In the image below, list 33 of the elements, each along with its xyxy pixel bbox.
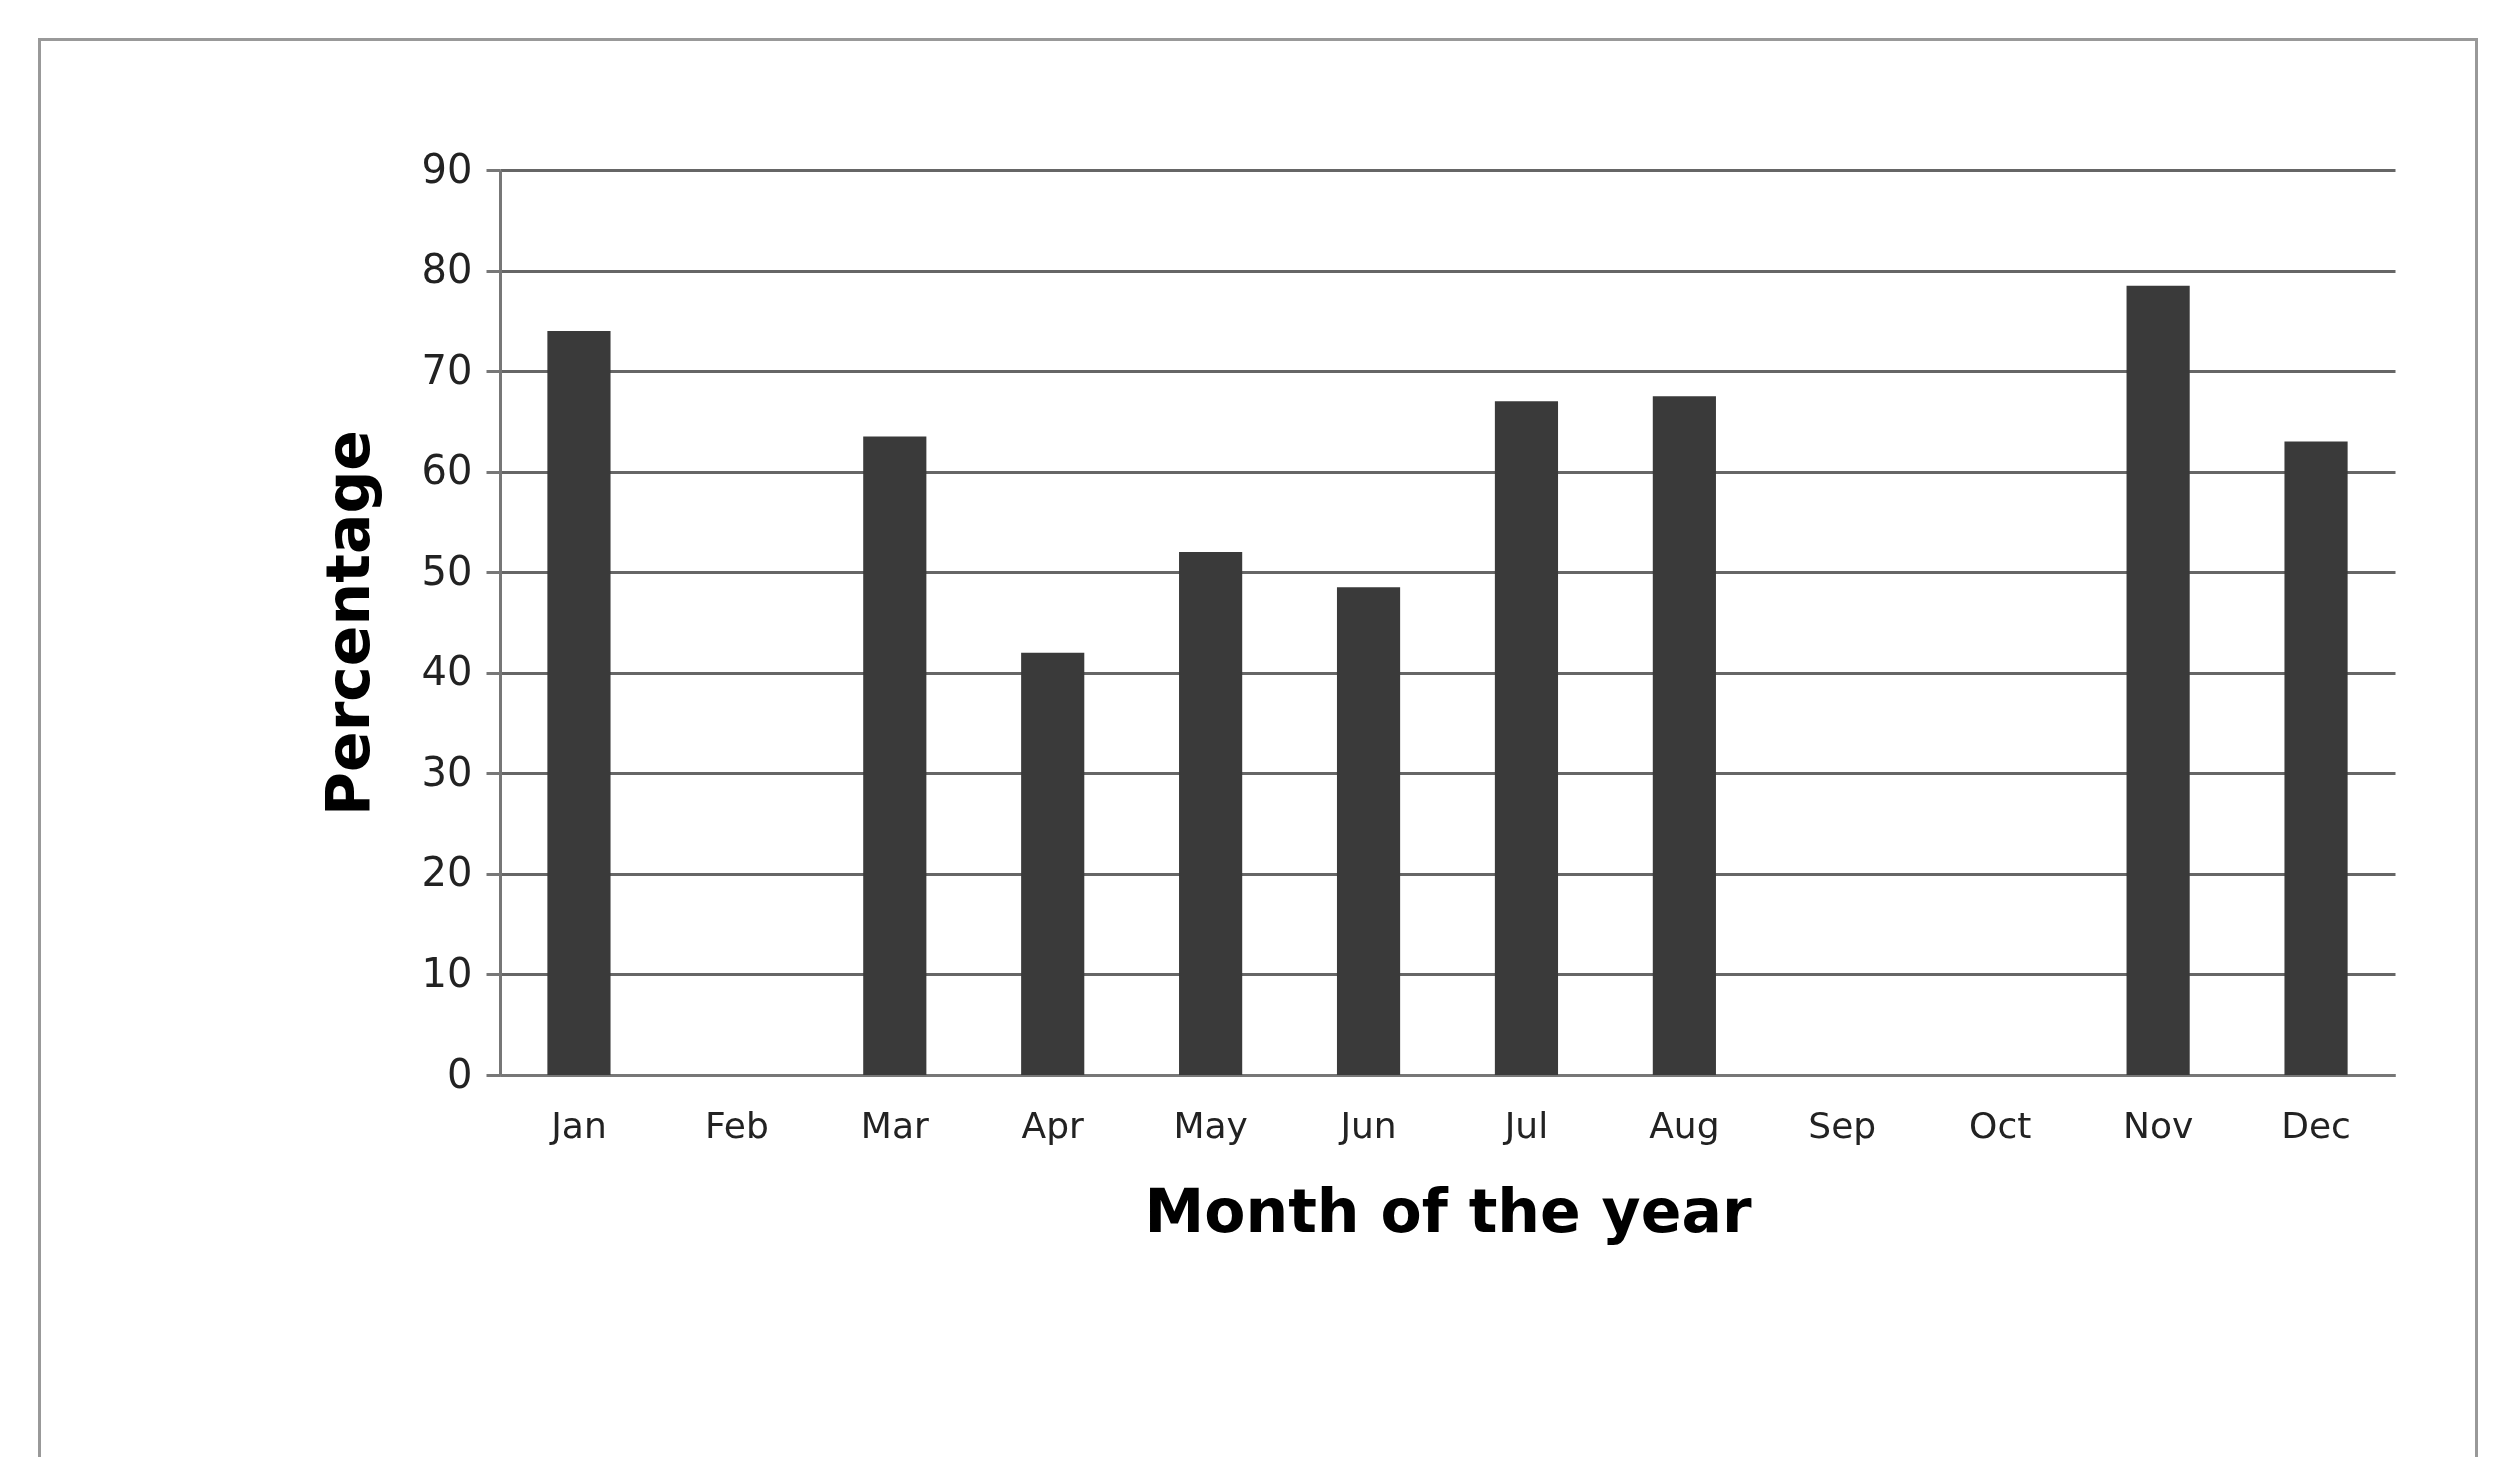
bar <box>2284 441 2348 1075</box>
x-tick-label: Feb <box>705 1104 769 1146</box>
bar <box>547 330 611 1075</box>
x-tick-label: Aug <box>1649 1104 1720 1146</box>
y-tick-label: 60 <box>421 447 473 494</box>
bar <box>1336 587 1401 1075</box>
bar <box>863 436 927 1075</box>
bar <box>1652 396 1716 1075</box>
y-tick-label: 40 <box>421 648 473 695</box>
x-tick-label: May <box>1173 1104 1248 1146</box>
bar <box>1494 401 1559 1075</box>
y-tick-label: 90 <box>421 145 473 192</box>
x-tick-label: Nov <box>2122 1104 2194 1146</box>
x-tick-label: Sep <box>1808 1104 1877 1146</box>
x-tick-label: Oct <box>1969 1104 2032 1146</box>
y-tick-label: 0 <box>447 1050 473 1097</box>
x-tick-label: Apr <box>1021 1104 1085 1146</box>
y-axis-title: Percentage <box>312 429 383 817</box>
x-tick-label: Jan <box>549 1104 607 1146</box>
y-tick-label: 20 <box>421 849 473 896</box>
x-tick-label: Dec <box>2281 1104 2351 1146</box>
y-tick-label: 70 <box>421 346 473 393</box>
y-tick-label: 30 <box>421 748 473 795</box>
x-axis-title: Month of the year <box>1144 1175 1752 1246</box>
y-tick-label: 10 <box>421 949 473 996</box>
y-tick-label: 80 <box>421 246 473 293</box>
bar <box>1021 652 1085 1075</box>
y-tick-label: 50 <box>421 547 473 594</box>
bar <box>1179 552 1243 1075</box>
x-tick-label: Mar <box>860 1104 929 1146</box>
bar <box>2126 285 2190 1075</box>
x-tick-label: Jun <box>1338 1104 1397 1146</box>
x-tick-label: Jul <box>1502 1104 1549 1146</box>
